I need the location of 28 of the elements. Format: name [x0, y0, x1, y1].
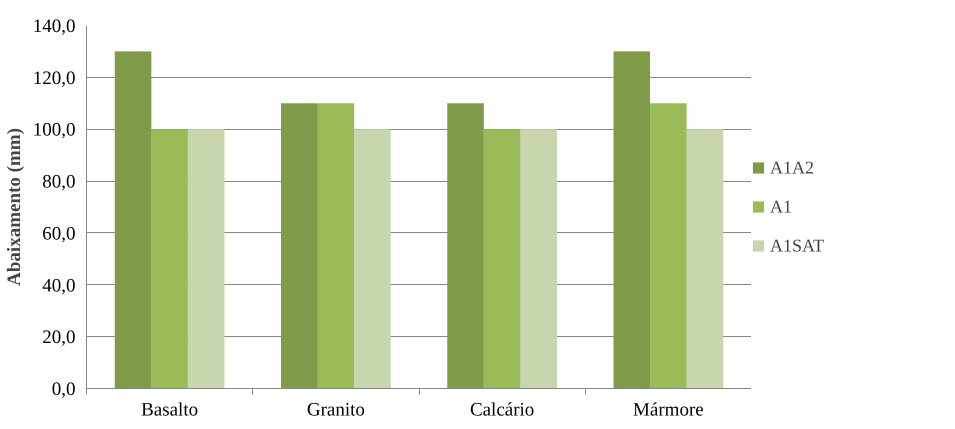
legend-label: A1 [770, 196, 792, 217]
bar [614, 51, 650, 388]
y-tick-label: 140,0 [32, 16, 76, 37]
bar [151, 129, 188, 388]
y-tick-label: 120,0 [32, 68, 76, 89]
bar [520, 129, 557, 388]
x-tick-label: Granito [306, 400, 365, 420]
bar [114, 51, 152, 388]
bar [686, 129, 724, 388]
x-tick-label: Mármore [633, 400, 704, 420]
y-tick-label: 60,0 [42, 223, 76, 244]
y-tick-label: 80,0 [42, 172, 76, 193]
bar [188, 129, 224, 388]
y-tick-label: 100,0 [32, 120, 76, 141]
bar [354, 129, 391, 388]
bar [281, 103, 318, 388]
y-tick-label: 20,0 [42, 327, 76, 348]
bar [318, 103, 354, 388]
y-axis-title: Abaixamento (mm) [4, 128, 25, 286]
y-tick-label: 0,0 [52, 379, 76, 400]
bar [447, 103, 484, 388]
bar [650, 103, 687, 388]
x-tick-label: Basalto [141, 400, 198, 420]
legend-label: A1SAT [770, 235, 824, 256]
y-tick-label: 40,0 [42, 275, 76, 296]
x-tick-label: Calcário [470, 400, 534, 420]
legend-label: A1A2 [770, 157, 814, 178]
bar [484, 129, 520, 388]
